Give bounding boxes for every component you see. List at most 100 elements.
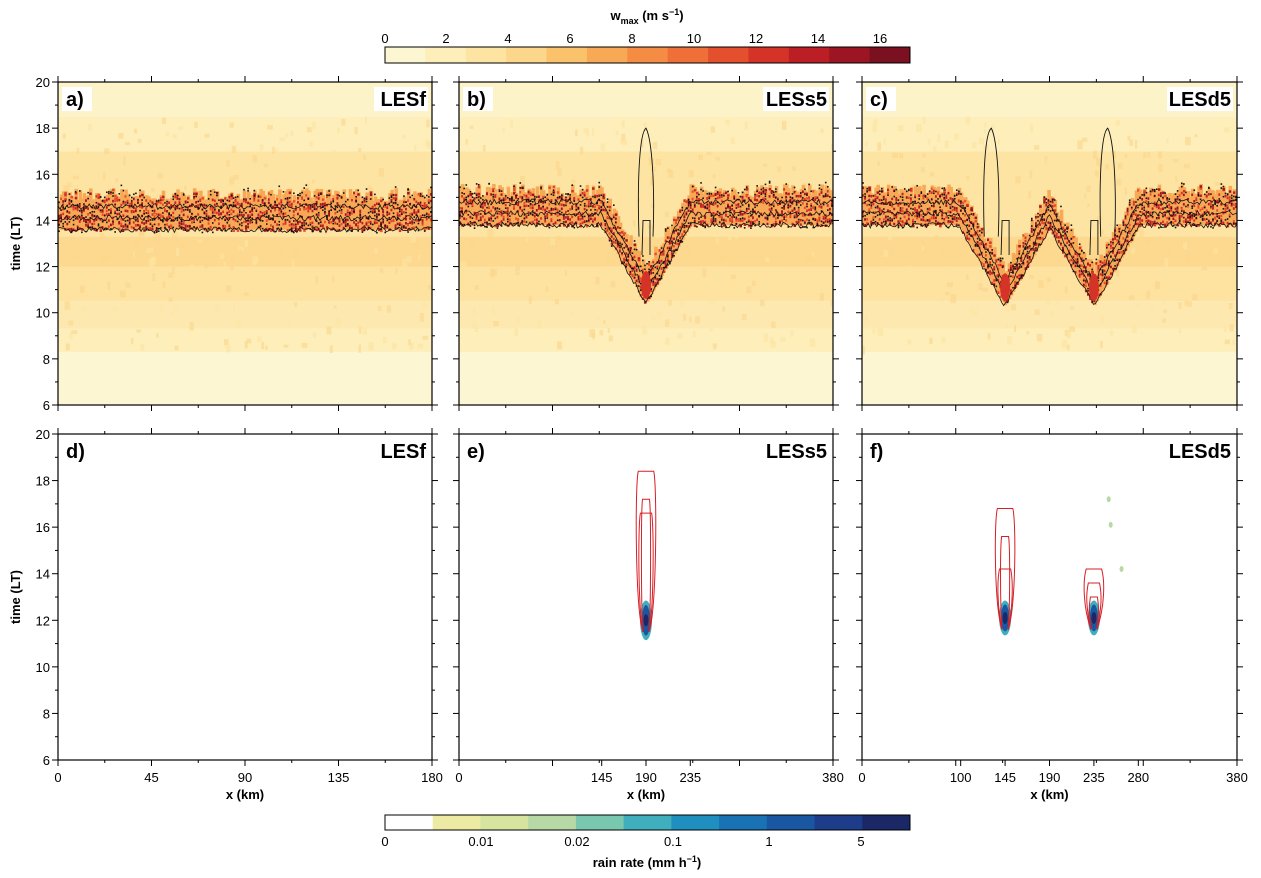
wmax-contour-speck <box>748 204 750 206</box>
wmax-contour-speck <box>586 209 588 211</box>
wmax-speckle <box>764 333 768 342</box>
wmax-speckle <box>137 329 141 332</box>
wmax-contour-speck <box>684 225 686 227</box>
wmax-contour-speck <box>918 215 920 217</box>
wmax-speckle <box>792 166 796 170</box>
wmax-speckle <box>991 184 994 187</box>
wmax-contour-speck <box>557 197 559 199</box>
wmax-strong-cell <box>615 213 618 216</box>
wmax-contour-speck <box>104 215 106 217</box>
wmax-strong-cell <box>557 191 560 194</box>
wmax-contour-speck <box>345 225 347 227</box>
wmax-speckle <box>791 330 794 336</box>
wmax-contour-speck <box>696 196 698 198</box>
wmax-contour-speck <box>202 220 204 222</box>
wmax-contour-speck <box>931 205 933 207</box>
wmax-contour-speck <box>1056 213 1058 215</box>
wmax-speckle <box>80 286 84 293</box>
wmax-speckle <box>945 141 949 148</box>
wmax-contour-speck <box>746 208 748 210</box>
wmax-speckle <box>1084 194 1086 199</box>
wmax-contour-speck <box>655 267 657 269</box>
wmax-contour-speck <box>137 199 139 201</box>
wmax-contour-speck <box>283 208 285 210</box>
wmax-speckle <box>189 265 194 273</box>
wmax-contour-speck <box>158 200 160 202</box>
wmax-contour-speck <box>231 194 233 196</box>
wmax-strong-cell <box>922 194 925 197</box>
wmax-contour-speck <box>476 194 478 196</box>
wmax-contour-speck <box>1060 206 1062 208</box>
panel-label: a) <box>66 89 84 111</box>
wmax-contour-speck <box>216 192 218 194</box>
wmax-speckle <box>426 120 429 128</box>
wmax-speckle <box>1116 179 1121 186</box>
wmax-strong-cell <box>939 225 942 228</box>
wmax-strong-cell <box>1054 204 1057 207</box>
wmax-contour-speck <box>301 225 303 227</box>
wmax-contour-speck <box>162 212 164 214</box>
wmax-contour-speck <box>183 204 185 206</box>
wmax-speckle <box>771 321 775 328</box>
wmax-contour-speck <box>519 207 521 209</box>
wmax-contour-speck <box>740 218 742 220</box>
wmax-speckle <box>1070 307 1074 310</box>
wmax-contour-speck <box>67 210 69 212</box>
wmax-contour-speck <box>262 228 264 230</box>
wmax-contour-speck <box>241 225 243 227</box>
wmax-contour-speck <box>781 207 783 209</box>
wmax-speckle <box>669 280 671 285</box>
wmax-speckle <box>893 169 898 178</box>
wmax-contour-speck <box>131 200 133 202</box>
wmax-contour-speck <box>864 193 866 195</box>
wmax-contour-speck <box>472 196 474 198</box>
wmax-speckle <box>358 148 361 152</box>
wmax-contour-speck <box>407 231 409 233</box>
wmax-contour-speck <box>175 193 177 195</box>
wmax-contour-speck <box>345 201 347 203</box>
wmax-contour-speck <box>783 218 785 220</box>
wmax-contour-speck <box>571 208 573 210</box>
wmax-contour-speck <box>384 225 386 227</box>
wmax-contour-speck <box>702 190 704 192</box>
wmax-speckle <box>337 128 340 133</box>
wmax-speckle <box>184 185 187 190</box>
wmax-contour-speck <box>411 195 413 197</box>
wmax-speckle <box>689 317 691 323</box>
wmax-contour-speck <box>164 224 166 226</box>
wmax-contour-speck <box>553 194 555 196</box>
wmax-speckle <box>796 273 799 278</box>
wmax-contour-speck <box>879 193 881 195</box>
wmax-speckle <box>104 148 109 154</box>
wmax-speckle <box>229 177 234 185</box>
wmax-contour-speck <box>773 194 775 196</box>
wmax-contour-speck <box>756 190 758 192</box>
wmax-speckle <box>88 124 92 130</box>
wmax-contour-speck <box>819 184 821 186</box>
wmax-strong-cell <box>395 197 398 200</box>
wmax-speckle <box>599 330 603 335</box>
wmax-contour-speck <box>1050 201 1052 203</box>
wmax-contour-speck <box>1050 210 1052 212</box>
wmax-speckle <box>77 148 79 154</box>
wmax-band <box>58 267 432 302</box>
wmax-speckle <box>526 226 530 235</box>
wmax-speckle <box>979 138 984 145</box>
wmax-contour-speck <box>357 190 359 192</box>
wmax-contour-speck <box>470 221 472 223</box>
wmax-contour-speck <box>671 240 673 242</box>
wmax-contour-speck <box>962 213 964 215</box>
wmax-contour-speck <box>1041 218 1043 220</box>
wmax-contour-speck <box>885 221 887 223</box>
wmax-contour-speck <box>1031 220 1033 222</box>
wmax-contour-speck <box>378 214 380 216</box>
wmax-contour-speck <box>210 206 212 208</box>
wmax-contour-speck <box>308 198 310 200</box>
wmax-speckle <box>525 270 528 277</box>
wmax-contour-speck <box>1043 196 1045 198</box>
wmax-strong-cell <box>162 196 165 199</box>
wmax-speckle <box>272 147 275 154</box>
wmax-speckle <box>820 293 824 300</box>
wmax-speckle <box>67 183 71 188</box>
